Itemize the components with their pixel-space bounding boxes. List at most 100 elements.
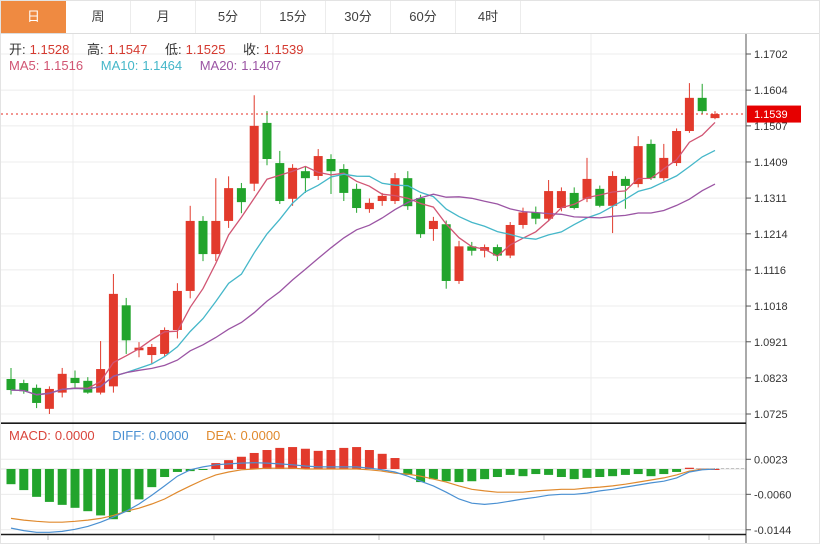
candle-down xyxy=(70,377,80,384)
macd-hist-negative xyxy=(416,469,426,483)
diff-label: DIFF: xyxy=(112,428,145,443)
candle-down xyxy=(198,220,208,255)
price-axis-label: 1.0921 xyxy=(754,337,788,349)
low-label: 低: xyxy=(165,42,182,57)
macd-hist-negative xyxy=(492,469,502,478)
candle-up xyxy=(364,202,374,210)
macd-hist-negative xyxy=(6,469,16,485)
candle-up xyxy=(249,125,259,184)
ma10-label: MA10: xyxy=(100,58,139,73)
macd-hist-negative xyxy=(672,469,682,472)
candle-up xyxy=(454,246,464,281)
macd-hist-negative xyxy=(518,469,528,477)
current-price-tag xyxy=(747,105,801,123)
candle-up xyxy=(44,388,54,409)
macd-hist-negative xyxy=(70,469,80,508)
macd-hist-negative xyxy=(160,469,170,478)
tab-5min[interactable]: 5分 xyxy=(196,1,261,33)
price-axis-label: 1.1018 xyxy=(754,301,788,313)
candle-down xyxy=(352,188,362,209)
candle-up xyxy=(377,195,387,202)
main-candlestick-chart[interactable]: 1.1702 1.1604 1.1507 1.1409 1.1311 1.1214 1.11… xyxy=(1,34,819,424)
macd-hist-negative xyxy=(134,469,144,500)
macd-hist-positive xyxy=(313,450,323,469)
macd-value: 0.0000 xyxy=(54,428,95,443)
candle-up xyxy=(185,220,195,291)
price-axis-label: 1.0823 xyxy=(754,373,788,385)
macd-hist-positive xyxy=(377,453,387,469)
candle-down xyxy=(275,163,285,202)
macd-hist-negative xyxy=(198,469,208,470)
price-axis-label: 1.1311 xyxy=(754,193,787,205)
macd-hist-positive xyxy=(339,447,349,469)
candle-down xyxy=(595,188,605,206)
price-axis-label: 1.1702 xyxy=(754,49,788,61)
macd-hist-negative xyxy=(595,469,605,478)
price-axis-label: 1.1214 xyxy=(754,229,788,241)
ma5-line xyxy=(10,121,716,396)
macd-hist-negative xyxy=(633,469,643,475)
close-label: 收: xyxy=(243,42,260,57)
candle-up xyxy=(505,224,515,256)
candle-down xyxy=(620,178,630,186)
candle-down xyxy=(121,305,131,341)
tab-15min[interactable]: 15分 xyxy=(261,1,326,33)
macd-hist-positive xyxy=(390,458,400,469)
ma5-value: 1.1516 xyxy=(43,58,84,73)
candle-down xyxy=(531,212,541,219)
current-price-tag-text: 1.1539 xyxy=(754,109,788,121)
tab-30min[interactable]: 30分 xyxy=(326,1,391,33)
macd-hist-negative xyxy=(582,469,592,478)
candle-down xyxy=(83,380,93,393)
macd-hist-positive xyxy=(249,452,259,469)
interval-tab-bar: 日周月 5分 15分 30分 60分 4时 xyxy=(1,1,819,34)
candle-up xyxy=(147,346,157,356)
macd-hist-negative xyxy=(108,469,118,520)
tab-4hour[interactable]: 4时 xyxy=(456,1,521,33)
macd-hist-negative xyxy=(646,469,656,477)
ohlc-legend: 开: 1.1528 高: 1.1547 低: 1.1525 收: 1.1539 xyxy=(9,39,317,58)
macd-chart[interactable]: 0.0023 -0.0060 -0.0144 xyxy=(1,424,819,544)
candle-down xyxy=(416,198,426,235)
candle-down xyxy=(403,178,413,207)
macd-hist-negative xyxy=(467,469,477,482)
macd-hist-positive xyxy=(211,463,221,469)
macd-hist-negative xyxy=(121,469,131,513)
macd-hist-negative xyxy=(44,469,54,502)
dea-line xyxy=(10,467,716,523)
candle-up xyxy=(288,167,298,199)
candle-up xyxy=(313,156,323,176)
macd-axis-label: 0.0023 xyxy=(754,454,788,466)
candle-down xyxy=(262,122,272,160)
candle-down xyxy=(6,378,16,391)
tab-60min[interactable]: 60分 xyxy=(391,1,456,33)
high-value: 1.1547 xyxy=(107,42,148,57)
candle-up xyxy=(390,178,400,202)
candle-up xyxy=(57,373,67,393)
candle-down xyxy=(300,171,310,179)
candle-up xyxy=(428,220,438,230)
candle-up xyxy=(684,97,694,132)
ma-legend: MA5: 1.1516 MA10: 1.1464 MA20: 1.1407 xyxy=(9,58,295,73)
tab-month[interactable]: 月 xyxy=(131,1,196,33)
macd-hist-negative xyxy=(480,469,490,480)
macd-hist-positive xyxy=(288,447,298,469)
macd-hist-negative xyxy=(57,469,67,505)
price-axis-label: 1.0725 xyxy=(754,409,788,421)
macd-hist-negative xyxy=(428,469,438,480)
macd-hist-positive xyxy=(275,447,285,469)
high-label: 高: xyxy=(87,42,104,57)
ma20-line xyxy=(10,183,716,396)
tab-day[interactable]: 日 xyxy=(1,1,66,33)
ma10-value: 1.1464 xyxy=(142,58,183,73)
candle-down xyxy=(492,247,502,256)
macd-hist-negative xyxy=(505,469,515,475)
macd-hist-negative xyxy=(83,469,93,512)
tab-week[interactable]: 周 xyxy=(66,1,131,33)
macd-hist-negative xyxy=(19,469,29,491)
diff-value: 0.0000 xyxy=(148,428,189,443)
candle-up xyxy=(710,114,720,119)
close-value: 1.1539 xyxy=(263,42,304,57)
candle-up xyxy=(608,175,618,206)
